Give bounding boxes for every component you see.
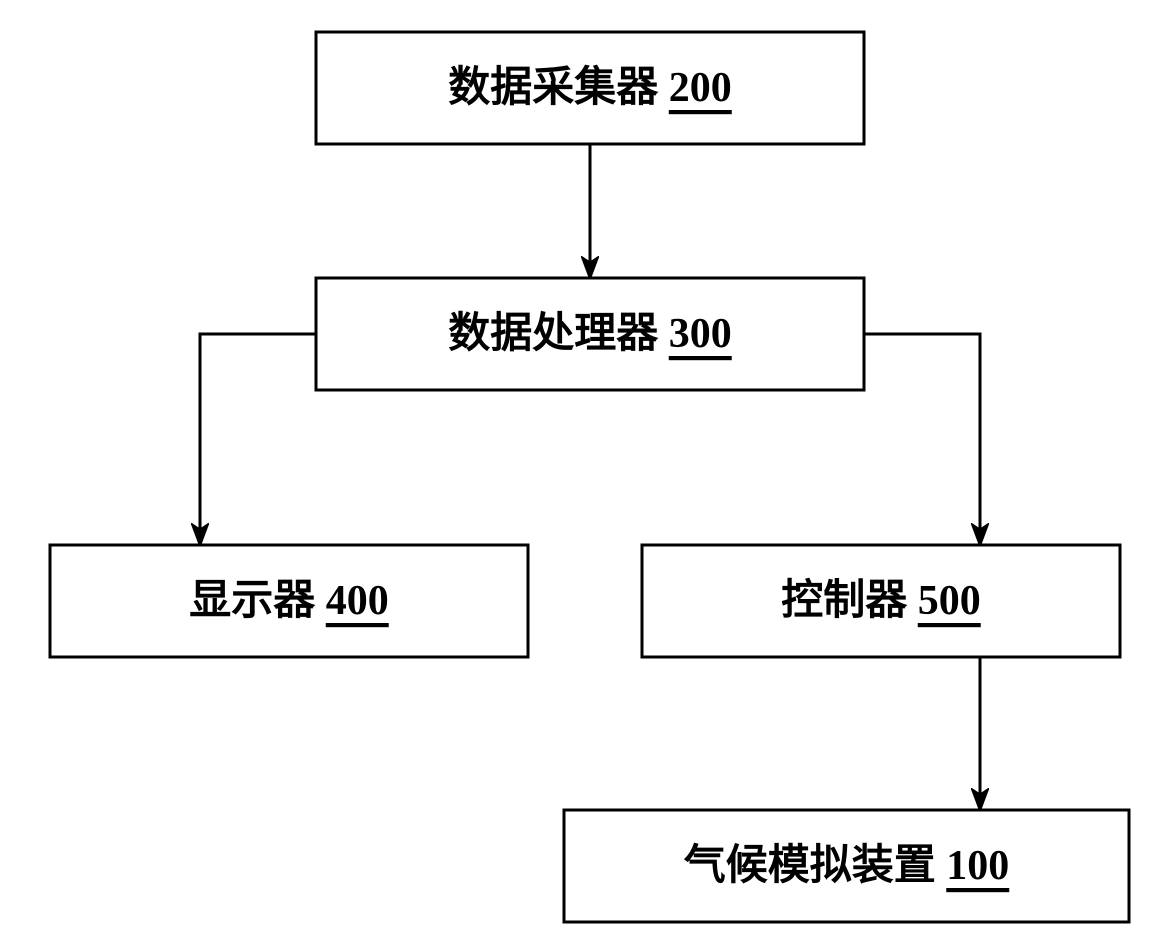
node-n400: 显示器 400	[50, 545, 528, 657]
edge-n300-n400	[200, 334, 316, 545]
node-text-n400: 显示器 400	[189, 578, 389, 624]
node-text-n300: 数据处理器 300	[448, 310, 732, 357]
node-n500: 控制器 500	[642, 545, 1120, 657]
node-number: 200	[669, 65, 732, 111]
node-number: 300	[669, 311, 732, 357]
node-label: 数据处理器	[448, 310, 659, 357]
node-number: 500	[918, 578, 981, 624]
node-label: 气候模拟装置	[684, 842, 936, 889]
node-number: 100	[946, 843, 1009, 889]
node-label: 显示器	[189, 578, 316, 624]
edge-n300-n500	[864, 334, 980, 545]
node-n200: 数据采集器 200	[316, 32, 864, 144]
node-text-n100: 气候模拟装置 100	[684, 842, 1010, 889]
node-n300: 数据处理器 300	[316, 278, 864, 390]
flowchart-canvas: 数据采集器 200 数据处理器 300 显示器 400 控制器 500 气候模拟装置 1…	[0, 0, 1174, 944]
edges-layer	[200, 144, 980, 810]
node-number: 400	[326, 578, 389, 624]
node-text-n500: 控制器 500	[781, 577, 981, 624]
node-n100: 气候模拟装置 100	[564, 810, 1129, 922]
node-text-n200: 数据采集器 200	[448, 64, 732, 111]
node-label: 数据采集器	[448, 64, 659, 111]
node-label: 控制器	[781, 577, 908, 624]
